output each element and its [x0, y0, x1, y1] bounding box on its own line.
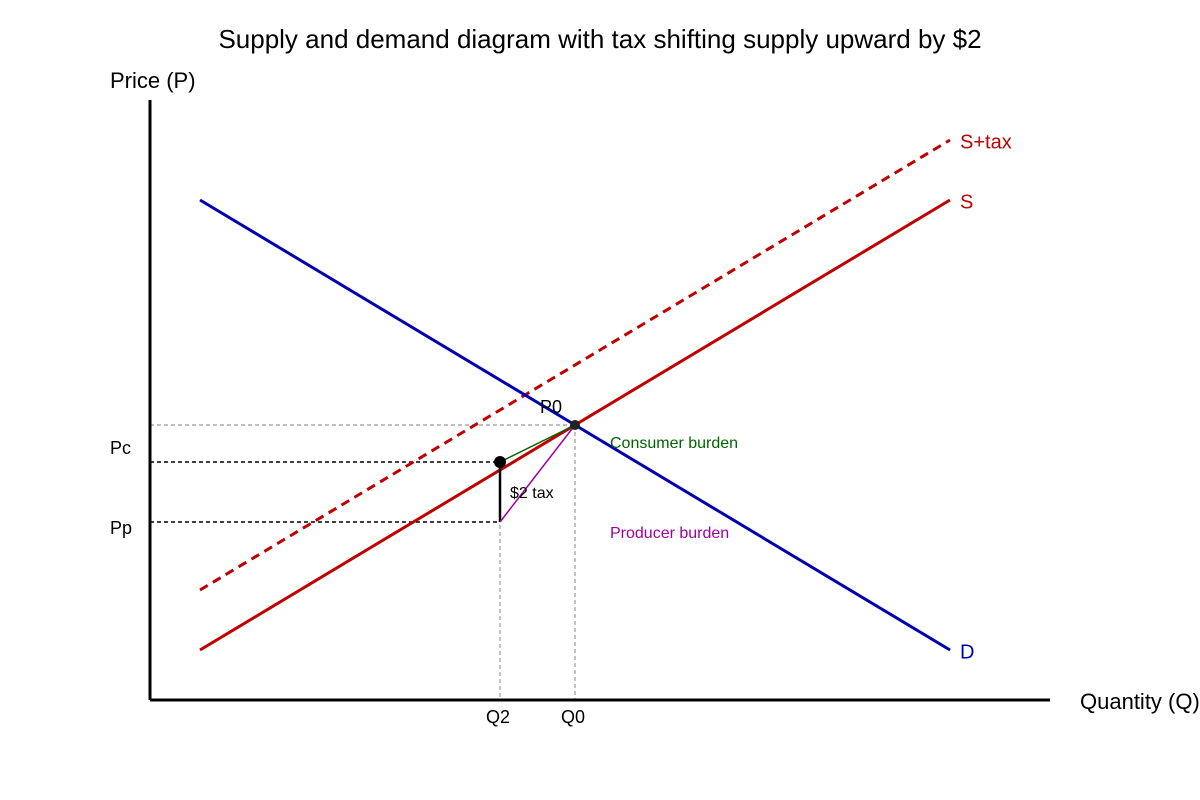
tax-point	[494, 456, 506, 468]
equilibrium-point	[570, 420, 580, 430]
producer-burden-label: Producer burden	[610, 525, 729, 542]
price-label: P0	[540, 397, 562, 417]
consumer-burden-line	[499, 424, 576, 463]
title: Supply and demand diagram with tax shift…	[218, 24, 981, 54]
curve-label: S	[960, 191, 973, 213]
y-axis-label: Price (P)	[110, 68, 196, 93]
price-label: Pp	[110, 518, 132, 538]
guides	[150, 424, 576, 700]
curve-label: D	[960, 641, 974, 663]
producer-burden-line	[499, 424, 576, 523]
quantity-label: Q2	[486, 707, 510, 727]
price-guides	[150, 461, 500, 523]
curve-label: S+tax	[960, 131, 1012, 153]
price-label: Pc	[110, 438, 131, 458]
supply-tax-curve	[199, 138, 951, 592]
tax-label: $2 tax	[510, 485, 554, 502]
quantity-label: Q0	[561, 707, 585, 727]
x-axis-label: Quantity (Q)	[1080, 689, 1200, 714]
consumer-burden-label: Consumer burden	[610, 435, 738, 452]
